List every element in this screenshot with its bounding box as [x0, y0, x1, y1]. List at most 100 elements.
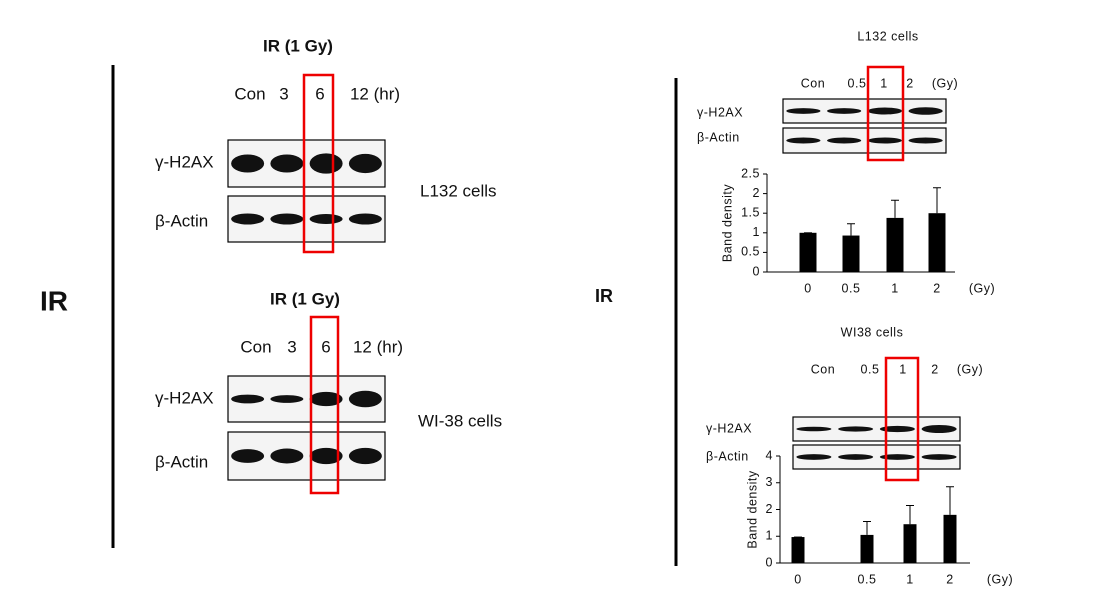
band [838, 454, 874, 460]
x-tick-label: 0.5 [842, 281, 861, 295]
band [867, 107, 902, 115]
band [348, 447, 382, 465]
band [908, 137, 943, 144]
lane-label: 1 [899, 362, 906, 376]
blot-title: IR (1 Gy) [263, 36, 333, 55]
bar [903, 524, 917, 563]
x-tick-label: 1 [891, 281, 898, 295]
error-bar [906, 504, 914, 525]
band-label: γ-H2AX [155, 152, 214, 171]
band [348, 213, 382, 225]
lane-unit: (Gy) [957, 362, 983, 376]
y-tick-label: 0.5 [741, 245, 760, 259]
lane-label: Con [240, 337, 271, 356]
panel-label: IR [40, 285, 68, 316]
band [786, 108, 821, 114]
y-tick-label: 2 [753, 186, 760, 200]
bar [842, 235, 860, 272]
y-tick-label: 2 [766, 502, 773, 516]
blot-title: L132 cells [857, 29, 918, 43]
band [908, 107, 943, 115]
bar [791, 537, 805, 563]
lane-label: 12 (hr) [350, 84, 400, 103]
band [786, 137, 821, 144]
y-tick-label: 1.5 [741, 205, 760, 219]
bar [886, 217, 904, 272]
x-unit: (Gy) [987, 572, 1013, 586]
cells-label: WI-38 cells [418, 411, 502, 430]
band [348, 153, 382, 174]
band [309, 214, 343, 224]
lane-label: Con [811, 362, 835, 376]
x-unit: (Gy) [969, 281, 995, 295]
band [270, 448, 304, 464]
lane-label: 12 (hr) [353, 337, 403, 356]
y-tick-label: 4 [766, 448, 773, 462]
band [827, 137, 862, 144]
bar [799, 232, 817, 272]
band [796, 426, 832, 432]
bar [928, 213, 946, 272]
band-label: β-Actin [706, 449, 749, 463]
lane-label: Con [234, 84, 265, 103]
lane-label: 2 [906, 76, 913, 90]
error-bar [847, 223, 855, 236]
y-tick-label: 2.5 [741, 166, 760, 180]
band [879, 425, 915, 433]
band [270, 154, 304, 173]
x-tick-label: 2 [946, 572, 953, 586]
lane-label: 6 [321, 337, 330, 356]
band [309, 447, 343, 465]
band [309, 391, 343, 407]
error-bar [946, 486, 954, 515]
error-bar [863, 521, 871, 535]
error-bar [891, 199, 899, 218]
lane-label: 0.5 [861, 362, 880, 376]
blot-title: WI38 cells [841, 325, 904, 339]
lane-label: 3 [279, 84, 288, 103]
band-label: β-Actin [155, 452, 208, 471]
lane-label: 2 [931, 362, 938, 376]
y-tick-label: 1 [766, 529, 773, 543]
y-tick-label: 0 [766, 555, 773, 569]
band [270, 395, 304, 403]
x-tick-label: 0.5 [858, 572, 877, 586]
band [231, 154, 265, 173]
x-tick-label: 2 [933, 281, 940, 295]
band [838, 426, 874, 432]
error-bar [933, 187, 941, 214]
cells-label: L132 cells [420, 181, 497, 200]
band [879, 454, 915, 460]
band [309, 153, 343, 174]
band-label: β-Actin [155, 211, 208, 230]
highlight [884, 356, 920, 482]
band [921, 454, 957, 460]
highlight [866, 65, 905, 162]
panel-label: IR [595, 286, 613, 306]
bar [943, 514, 957, 563]
bar [860, 534, 874, 563]
band [796, 454, 832, 460]
band [231, 394, 265, 404]
x-tick-label: 0 [794, 572, 801, 586]
x-tick-label: 1 [906, 572, 913, 586]
y-tick-label: 0 [753, 264, 760, 278]
lane-label: Con [801, 76, 825, 90]
band [827, 108, 862, 114]
lane-unit: (Gy) [932, 76, 958, 90]
band-label: γ-H2AX [697, 105, 743, 119]
lane-label: 0.5 [848, 76, 867, 90]
y-tick-label: 3 [766, 475, 773, 489]
band [921, 424, 957, 434]
band [867, 137, 902, 144]
band [270, 213, 304, 225]
y-axis-label: Band density [745, 470, 759, 549]
y-tick-label: 1 [753, 225, 760, 239]
y-axis-label: Band density [720, 184, 734, 263]
blot-title: IR (1 Gy) [270, 289, 340, 308]
band [231, 213, 265, 225]
band [231, 449, 265, 463]
lane-label: 3 [287, 337, 296, 356]
band [348, 390, 382, 408]
